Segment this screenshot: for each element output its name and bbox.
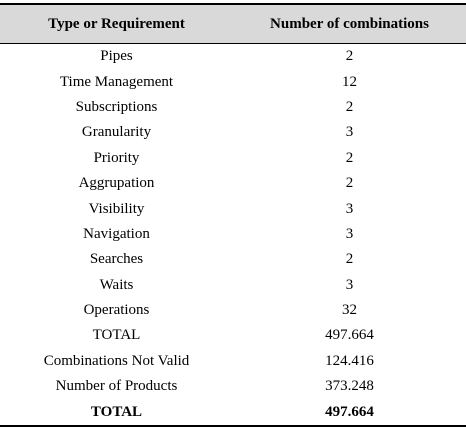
table-container: Type or Requirement Number of combination… (0, 3, 466, 427)
type-cell: Operations (83, 302, 150, 319)
table-row: Waits 3 (0, 273, 466, 298)
table-row: TOTAL 497.664 (0, 323, 466, 348)
type-cell: Combinations Not Valid (43, 352, 190, 369)
table-row: Number of Products 373.248 (0, 374, 466, 399)
type-cell: Navigation (83, 225, 150, 242)
count-cell: 2 (345, 98, 354, 115)
count-cell: 12 (342, 73, 357, 90)
count-cell: 2 (345, 175, 354, 192)
type-cell: Pipes (100, 48, 133, 65)
table-row: Searches 2 (0, 247, 466, 272)
table-body: Pipes 2 Time Management 12 Subscriptions 2 Gra… (0, 44, 466, 426)
count-cell: 2 (345, 251, 354, 268)
header-row: Type or Requirement Number of combination… (0, 4, 466, 44)
count-cell: 124.416 (325, 352, 374, 369)
table-row: Operations 32 (0, 298, 466, 323)
type-cell: Searches (89, 251, 144, 268)
count-cell: 3 (345, 200, 354, 217)
count-cell: 2 (345, 149, 354, 166)
count-cell: 3 (345, 124, 354, 141)
header-cell: Number of combinations (233, 4, 466, 44)
table-row: Combinations Not Valid 124.416 (0, 349, 466, 374)
count-cell: 3 (345, 276, 354, 293)
table-row: Pipes 2 (0, 44, 466, 70)
type-cell: Granularity (81, 124, 152, 141)
table-row: TOTAL 497.664 (0, 399, 466, 425)
type-cell: Priority (93, 149, 140, 166)
type-cell: Visibility (88, 200, 145, 217)
table-row: Visibility 3 (0, 196, 466, 221)
table: Type or Requirement Number of combination… (0, 3, 466, 427)
table-row: Subscriptions 2 (0, 95, 466, 120)
table-row: Priority 2 (0, 146, 466, 171)
count-cell: 3 (345, 225, 354, 242)
type-cell: Subscriptions (75, 98, 158, 115)
type-cell: TOTAL (90, 403, 143, 420)
count-cell: 32 (342, 302, 357, 319)
type-cell: Aggrupation (78, 175, 155, 192)
table-row: Navigation 3 (0, 222, 466, 247)
count-cell: 373.248 (325, 378, 374, 395)
count-cell: 497.664 (325, 327, 374, 344)
table-row: Granularity 3 (0, 120, 466, 145)
table-row: Time Management 12 (0, 69, 466, 94)
count-cell: 497.664 (325, 403, 374, 420)
count-cell: 2 (345, 48, 354, 65)
header-cell: Type or Requirement (0, 4, 233, 44)
type-cell: Number of Products (55, 378, 178, 395)
type-cell: Waits (99, 276, 134, 293)
type-cell: Time Management (59, 73, 174, 90)
type-cell: TOTAL (92, 327, 141, 344)
table-row: Aggrupation 2 (0, 171, 466, 196)
